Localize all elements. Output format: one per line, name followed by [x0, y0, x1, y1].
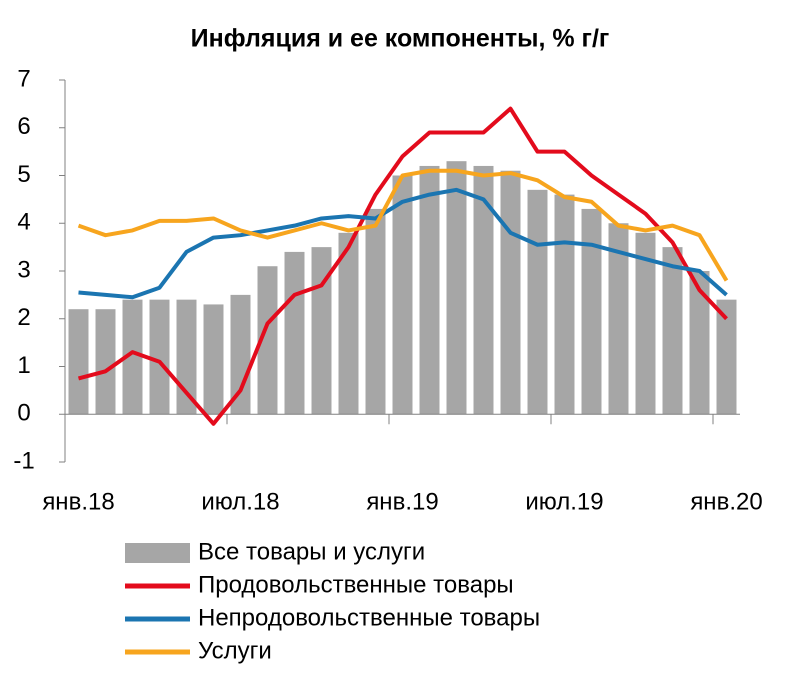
x-tick-label: июл.18: [201, 488, 279, 515]
line-series: [77, 168, 729, 282]
legend-label: Непродовольственные товары: [198, 604, 540, 631]
y-tick-label: 5: [17, 161, 30, 188]
x-tick-label: янв.20: [690, 488, 762, 515]
bar: [257, 266, 278, 415]
bar: [338, 232, 359, 415]
bar: [122, 299, 143, 415]
bar: [176, 299, 197, 415]
legend-label: Все товары и услуги: [198, 538, 425, 565]
legend-label: Продовольственные товары: [198, 571, 514, 598]
bar: [473, 165, 494, 415]
bar: [68, 309, 89, 415]
bar: [446, 161, 467, 415]
y-tick-label: 3: [17, 256, 30, 283]
bar: [149, 299, 170, 415]
bar: [608, 223, 629, 415]
bar: [365, 208, 386, 415]
legend-swatch: [125, 543, 190, 563]
bar: [392, 175, 413, 415]
bar: [527, 189, 548, 415]
x-tick-label: янв.18: [42, 488, 114, 515]
bar: [230, 294, 251, 415]
bar: [689, 271, 710, 415]
bar: [635, 232, 656, 415]
bar: [419, 165, 440, 415]
bar: [500, 170, 521, 415]
x-tick-label: июл.19: [525, 488, 603, 515]
y-tick-label: 0: [17, 400, 30, 427]
y-tick-label: 4: [17, 209, 30, 236]
bar: [284, 251, 305, 415]
y-tick-label: 7: [17, 65, 30, 92]
bar: [662, 247, 683, 415]
bar: [581, 208, 602, 415]
chart-title: Инфляция и ее компоненты, % г/г: [191, 25, 610, 53]
y-tick-label: -1: [13, 447, 34, 474]
x-tick-label: янв.19: [366, 488, 438, 515]
line-series: [78, 187, 728, 300]
legend-label: Услуги: [198, 637, 272, 664]
y-tick-label: 2: [17, 304, 30, 331]
y-tick-label: 1: [17, 352, 30, 379]
bar: [95, 309, 116, 415]
line-series: [77, 106, 728, 426]
bar: [716, 299, 737, 415]
y-tick-label: 6: [17, 113, 30, 140]
bar: [203, 304, 224, 415]
bar: [554, 194, 575, 415]
